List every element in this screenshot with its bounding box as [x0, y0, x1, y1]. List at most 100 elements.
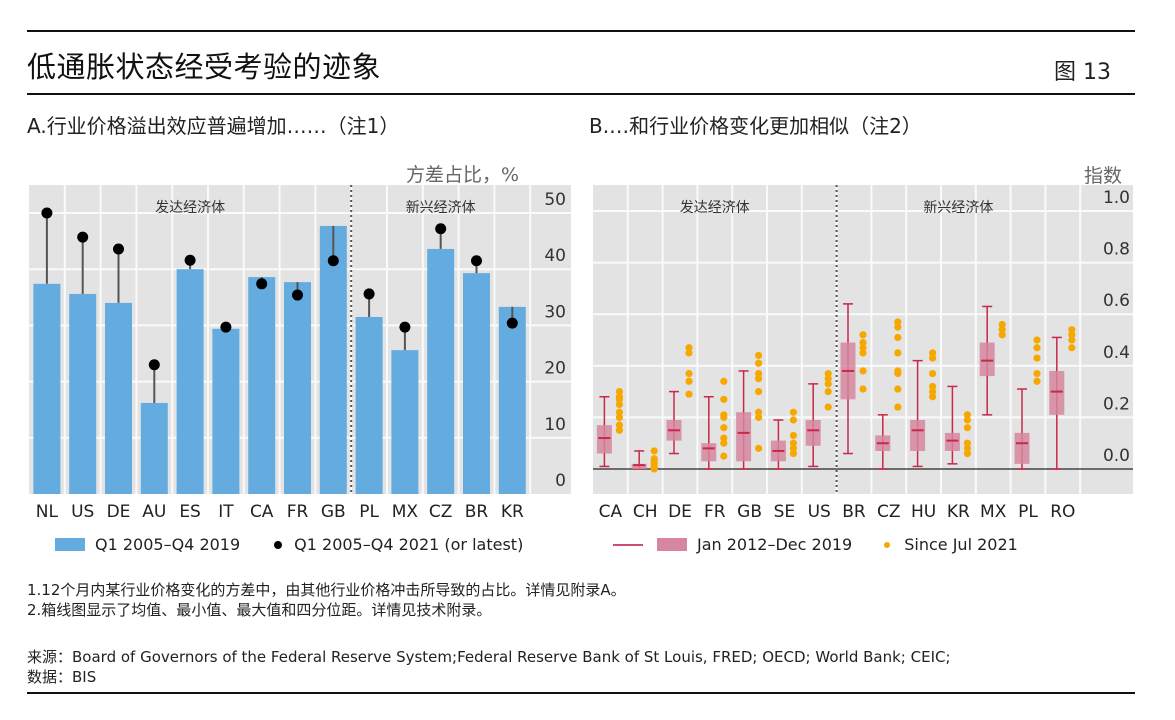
dot-NL: [41, 207, 53, 219]
recent-point-MX: [998, 331, 1006, 339]
recent-point-CZ: [894, 323, 902, 331]
recent-point-US: [824, 369, 832, 378]
panel-a-legend: Q1 2005–Q4 2019 Q1 2005–Q4 2021 (or late…: [55, 535, 523, 554]
box-KR: [944, 432, 960, 451]
panel-a-x-tick-label: IT: [218, 502, 234, 522]
recent-point-CA: [615, 413, 624, 421]
footnote-1: 1.12个月内某行业价格变化的方差中，由其他行业价格冲击所导致的占比。详情见附录…: [27, 581, 626, 599]
panel-b-x-tick-label: US: [808, 502, 831, 522]
legend-box-label: Jan 2012–Dec 2019: [697, 535, 853, 554]
recent-point-KR: [963, 411, 972, 419]
bar-US: [69, 293, 97, 494]
recent-point-CA: [615, 421, 624, 429]
panel-a-y-tick-label: 20: [544, 359, 566, 379]
recent-point-FR: [720, 377, 728, 385]
panel-a-x-tick-label: NL: [36, 502, 59, 522]
recent-point-CZ: [894, 333, 902, 342]
box-CA: [596, 425, 612, 454]
panel-b-x-tick-label: MX: [980, 502, 1007, 522]
panel-a-x-tick-label: MX: [392, 502, 419, 522]
recent-point-CA: [615, 400, 624, 409]
panel-b-x-tick-label: DE: [668, 502, 692, 522]
panel-b-x-tick-label: FR: [704, 502, 726, 522]
panel-a-y-tick-label: 0: [555, 471, 566, 491]
source-line: 来源：Board of Governors of the Federal Res…: [27, 648, 951, 666]
panel-b-group-label: 发达经济体: [680, 200, 750, 216]
recent-point-PL: [1033, 369, 1041, 378]
bar-MX: [391, 350, 419, 494]
recent-point-SE: [789, 431, 798, 440]
recent-point-PL: [1033, 344, 1041, 352]
dot-AU: [148, 359, 160, 371]
recent-point-SE: [789, 408, 798, 416]
panel-a-x-tick-label: AU: [142, 502, 166, 522]
bottom-rule: [27, 692, 1135, 694]
bar-NL: [33, 283, 61, 494]
panel-a-group-label: 新兴经济体: [406, 200, 476, 216]
dot-KR: [506, 317, 518, 329]
panel-a-title: A.行业价格溢出效应普遍增加……（注1）: [27, 114, 400, 138]
top-rule: [27, 30, 1135, 32]
recent-point-BR: [859, 344, 867, 352]
bar-CA: [248, 277, 276, 494]
recent-point-SE: [789, 449, 798, 458]
recent-point-SE: [789, 439, 798, 447]
box-GB: [736, 412, 752, 462]
box-RO: [1049, 370, 1065, 415]
recent-point-BR: [859, 385, 867, 393]
recent-point-CH: [650, 447, 658, 455]
recent-point-GB: [755, 369, 763, 378]
panel-b-unit-label: 指数: [1084, 165, 1123, 187]
box-US: [805, 419, 821, 446]
legend-dot-label: Q1 2005–Q4 2021 (or latest): [294, 535, 524, 554]
bar-CZ: [427, 248, 455, 494]
legend-bar-label: Q1 2005–Q4 2019: [95, 535, 241, 554]
recent-point-RO: [1068, 336, 1076, 344]
panel-a-x-tick-label: FR: [287, 502, 309, 522]
panel-b-x-tick-label: KR: [947, 502, 970, 522]
recent-point-HU: [929, 393, 937, 401]
recent-point-FR: [720, 452, 728, 460]
dot-MX: [399, 321, 411, 333]
panel-b-y-tick-label: 0.8: [1103, 240, 1130, 260]
recent-point-DE: [685, 349, 693, 357]
recent-point-GB: [755, 408, 763, 416]
recent-point-PL: [1033, 377, 1041, 385]
recent-point-DE: [685, 344, 693, 352]
bar-DE: [105, 302, 132, 494]
dot-BR: [471, 255, 482, 267]
bar-FR: [284, 282, 311, 494]
bar-PL: [355, 316, 383, 494]
recent-point-RO: [1068, 331, 1076, 339]
panel-b-x-tick-label: SE: [774, 502, 796, 522]
panel-b-y-tick-label: 0.2: [1103, 394, 1130, 414]
legend-box-swatch: [657, 538, 687, 551]
legend-point-swatch: [884, 541, 891, 548]
recent-point-US: [824, 375, 832, 383]
panel-a-x-tick-label: BR: [465, 502, 489, 522]
recent-point-HU: [929, 369, 937, 378]
box-MX: [979, 342, 995, 377]
recent-point-BR: [859, 338, 867, 347]
legend-whisker-swatch: [613, 543, 643, 546]
panel-b-legend: Jan 2012–Dec 2019 Since Jul 2021: [613, 535, 1018, 554]
recent-point-GB: [755, 351, 763, 360]
dot-GB: [327, 255, 339, 267]
box-PL: [1014, 432, 1030, 464]
box-FR: [701, 443, 717, 462]
recent-point-KR: [963, 449, 972, 458]
legend-point-label: Since Jul 2021: [904, 535, 1018, 554]
dot-PL: [363, 288, 375, 300]
recent-point-FR: [720, 424, 728, 432]
recent-point-BR: [859, 331, 867, 339]
panel-a-x-tick-label: GB: [321, 502, 346, 522]
dot-CA: [256, 278, 268, 290]
recent-point-US: [824, 388, 832, 396]
recent-point-CZ: [894, 367, 902, 375]
dot-DE: [113, 243, 124, 255]
panel-a-y-tick-label: 10: [544, 415, 566, 435]
panel-b-y-tick-label: 0.0: [1103, 446, 1130, 466]
recent-point-GB: [755, 388, 763, 396]
panel-a-x-tick-label: ES: [179, 502, 201, 522]
